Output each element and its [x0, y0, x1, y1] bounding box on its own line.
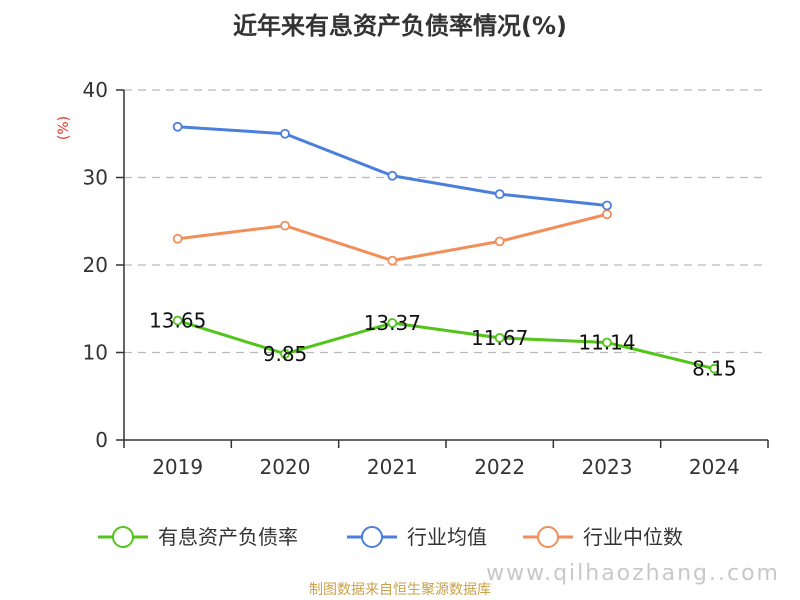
data-point — [602, 337, 612, 348]
x-tick-label: 2023 — [582, 455, 633, 479]
series-line — [177, 125, 608, 207]
y-tick-label: 0 — [95, 428, 108, 452]
data-label: 11.14 — [578, 331, 635, 355]
y-tick-label: 40 — [83, 78, 108, 102]
data-label: 8.15 — [692, 357, 737, 381]
x-tick-label: 2019 — [152, 455, 203, 479]
data-label: 11.67 — [471, 326, 528, 350]
grid-lines — [124, 89, 768, 354]
data-label: 13.65 — [149, 309, 206, 333]
data-point — [172, 121, 183, 132]
data-point — [280, 348, 290, 359]
data-point — [172, 233, 183, 244]
y-tick-label: 20 — [83, 253, 108, 277]
data-label: 13.37 — [364, 311, 421, 335]
data-point — [494, 236, 505, 247]
series-layer — [172, 121, 720, 374]
legend-label: 有息资产负债率 — [158, 525, 298, 549]
data-label: 9.85 — [263, 342, 308, 366]
x-tick-label: 2022 — [474, 455, 525, 479]
y-tick-labels: 0 10 20 30 40 — [83, 78, 108, 452]
legend: 有息资产负债率 行业均值 行业中位数 — [98, 525, 683, 549]
legend-label: 行业均值 — [407, 525, 487, 549]
data-point — [387, 318, 398, 328]
legend-marker — [537, 526, 559, 548]
series-line — [177, 319, 715, 371]
y-tick-label: 10 — [83, 341, 108, 365]
axes — [116, 89, 769, 448]
data-labels: 13.65 9.85 13.37 11.67 11.14 8.15 — [149, 309, 737, 381]
legend-label: 行业中位数 — [583, 525, 683, 549]
data-point — [494, 332, 505, 343]
data-point — [709, 363, 720, 374]
watermark: www.qilhaozhang..com — [486, 561, 780, 586]
source-note: 制图数据来自恒生聚源数据库 — [309, 582, 491, 598]
x-tick-labels: 2019 2020 2021 2022 2023 2024 — [152, 455, 740, 479]
data-point — [280, 128, 290, 139]
x-tick-label: 2024 — [689, 455, 740, 479]
legend-marker — [112, 526, 134, 548]
y-axis-unit: (%) — [56, 116, 72, 140]
x-tick-label: 2020 — [260, 455, 311, 479]
y-tick-label: 30 — [83, 166, 108, 190]
legend-marker — [361, 526, 383, 548]
data-point — [172, 315, 183, 326]
data-point — [387, 170, 398, 181]
x-tick-label: 2021 — [367, 455, 418, 479]
data-point — [280, 220, 290, 231]
data-point — [602, 200, 612, 211]
chart-title: 近年来有息资产负债率情况(%) — [233, 12, 567, 40]
data-point — [494, 189, 505, 200]
data-point — [602, 209, 612, 220]
series-line — [177, 212, 608, 263]
data-point — [387, 255, 398, 266]
